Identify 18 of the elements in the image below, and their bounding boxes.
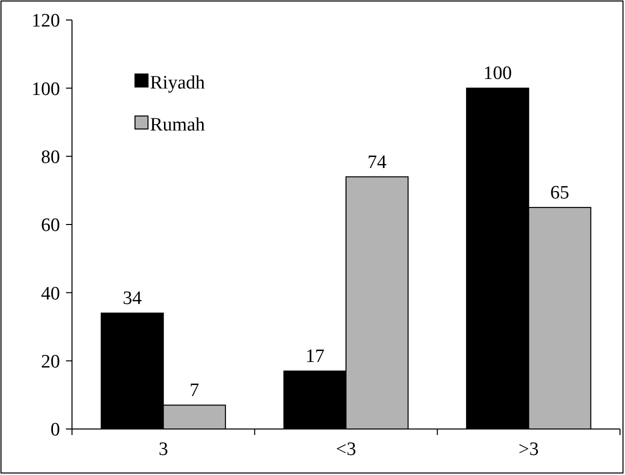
y-tick-label: 20 <box>41 351 60 372</box>
y-tick-label: 0 <box>50 420 60 441</box>
x-tick-label: <3 <box>336 439 356 460</box>
y-tick-label: 100 <box>32 78 60 100</box>
data-label: 17 <box>305 346 324 368</box>
y-tick-label: 120 <box>32 10 60 32</box>
y-tick-label: 40 <box>41 283 60 304</box>
data-label: 100 <box>483 63 512 84</box>
data-label: 74 <box>368 152 388 173</box>
legend-label: Rumah <box>150 114 206 136</box>
data-label: 7 <box>190 380 200 402</box>
data-label: 65 <box>550 182 570 204</box>
y-tick-label: 60 <box>41 215 60 236</box>
data-label: 34 <box>122 288 142 310</box>
x-tick-label: 3 <box>158 439 168 460</box>
legend-label: Riyadh <box>150 72 206 94</box>
y-tick-label: 80 <box>41 146 60 168</box>
x-tick-label: >3 <box>518 439 539 460</box>
